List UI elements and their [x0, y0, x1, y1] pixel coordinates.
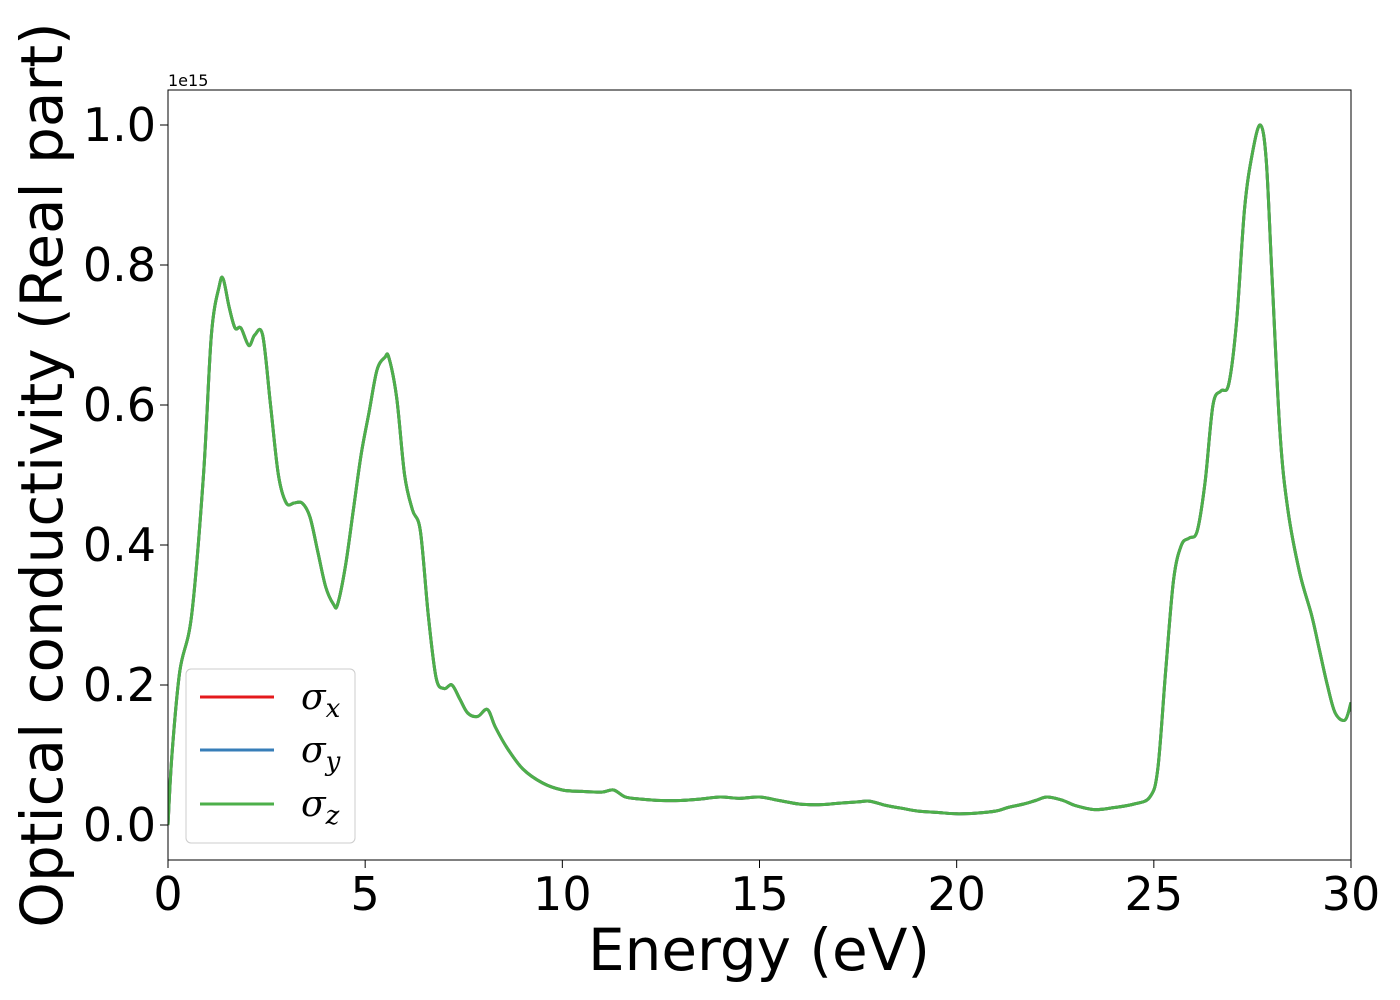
series-line-z [168, 123, 1351, 826]
x-tick-label: 30 [1322, 867, 1381, 921]
x-tick-label: 5 [351, 867, 380, 921]
y-offset-label: 1e15 [168, 71, 208, 90]
y-tick-label: 0.4 [83, 518, 156, 572]
y-tick-label: 0.0 [83, 798, 156, 852]
x-tick-label: 15 [730, 867, 789, 921]
x-tick-label: 10 [533, 867, 592, 921]
y-tick-label: 0.8 [83, 238, 156, 292]
x-axis-label: Energy (eV) [588, 916, 930, 984]
legend-box [185, 668, 356, 844]
x-tick-label: 20 [927, 867, 986, 921]
legend: σx σy σz [185, 668, 356, 844]
x-axis-ticks: 0 5 10 15 20 25 30 [153, 860, 1380, 921]
x-tick-label: 0 [153, 867, 182, 921]
y-tick-label: 1.0 [83, 98, 156, 152]
series-lines [168, 123, 1351, 826]
y-axis-label: Optical conductivity (Real part) [8, 22, 76, 927]
legend-label-y: σy [301, 730, 341, 777]
y-tick-label: 0.2 [83, 658, 156, 712]
y-axis-ticks: 0.0 0.2 0.4 0.6 0.8 1.0 [83, 98, 168, 852]
legend-label-x: σx [301, 677, 341, 724]
legend-label-z: σz [301, 784, 340, 831]
y-tick-label: 0.6 [83, 378, 156, 432]
x-tick-label: 25 [1125, 867, 1184, 921]
